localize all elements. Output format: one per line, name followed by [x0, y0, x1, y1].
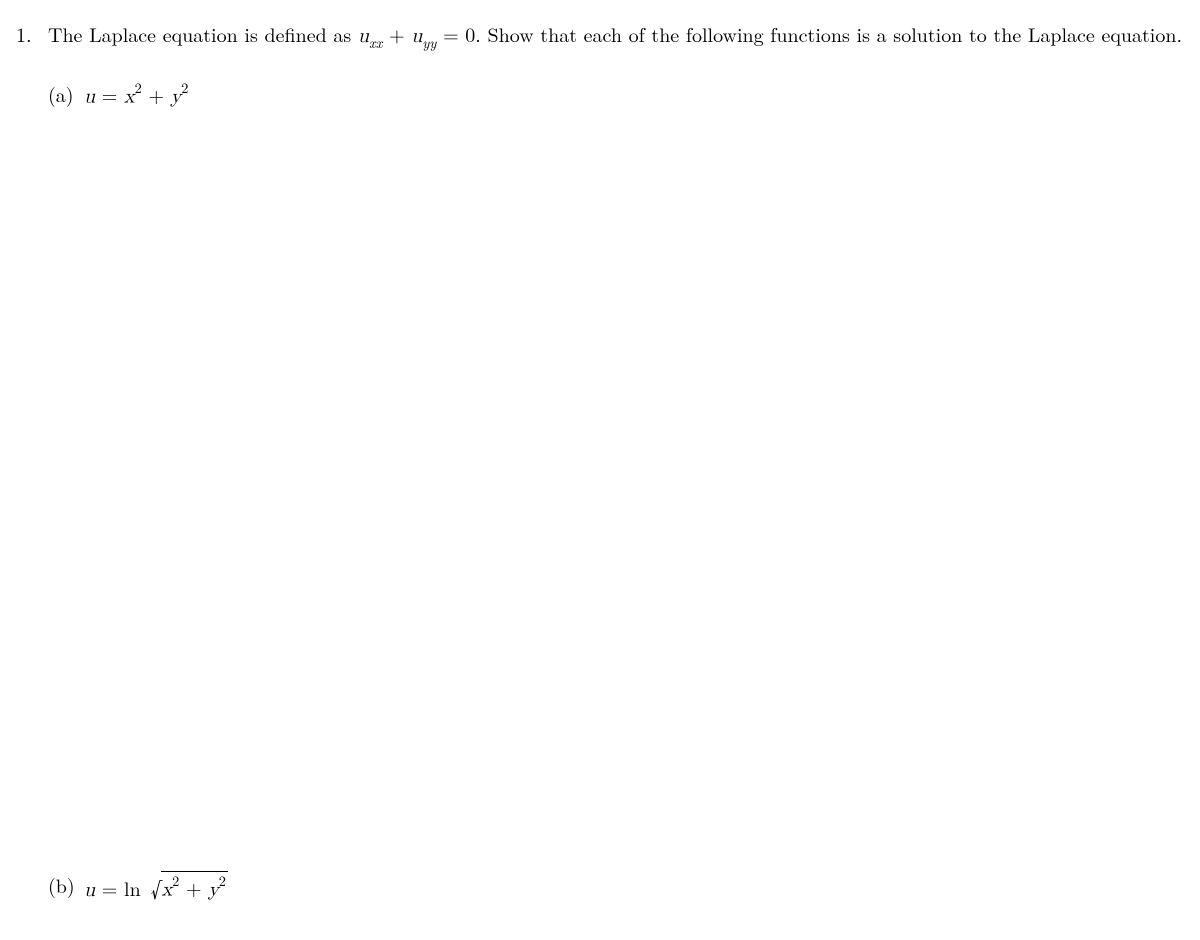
laplace-u1: u — [358, 26, 369, 46]
a-exp1: 2 — [135, 78, 142, 98]
b-y: y — [208, 879, 219, 899]
b-sqrt: √x2 + y2 — [151, 871, 228, 904]
b-u: u — [84, 880, 95, 900]
laplace-sub-yy: yy — [422, 33, 436, 53]
b-eq: = — [95, 873, 124, 902]
a-eq: = — [95, 80, 124, 109]
laplace-plus: + — [382, 19, 411, 48]
b-exp2: 2 — [219, 871, 226, 891]
subpart-a-label: (a) — [48, 80, 84, 108]
subpart-b-label: (b) — [48, 871, 84, 899]
problem-stem: The Laplace equation is defined as uxx +… — [48, 20, 1184, 52]
sqrt-body: x2 + y2 — [161, 871, 228, 904]
a-plus: + — [142, 80, 171, 109]
b-plus: + — [179, 872, 208, 901]
subpart-a: (a) u = x2 + y2 — [48, 80, 1184, 111]
subpart-a-expr: u = x2 + y2 — [84, 80, 188, 111]
laplace-sub-xx: xx — [369, 33, 382, 53]
b-exp1: 2 — [172, 871, 179, 891]
b-ln: ln — [124, 873, 141, 902]
laplace-rhs: = 0. — [436, 19, 487, 48]
a-x: x — [124, 87, 135, 107]
b-x: x — [162, 879, 173, 899]
stem-prefix: The Laplace equation is defined as — [48, 19, 358, 48]
laplace-u2: u — [411, 26, 422, 46]
sqrt-sign: √ — [151, 872, 162, 904]
subpart-b-expr: u = ln √x2 + y2 — [84, 871, 228, 904]
stem-suffix: Show that each of the following function… — [488, 19, 1183, 48]
problem-number: 1. — [16, 20, 48, 48]
subpart-b: (b) u = ln √x2 + y2 — [48, 871, 1184, 904]
a-u: u — [84, 87, 95, 107]
a-y: y — [171, 87, 182, 107]
problem-1: 1. The Laplace equation is defined as ux… — [16, 20, 1184, 52]
a-exp2: 2 — [181, 78, 188, 98]
